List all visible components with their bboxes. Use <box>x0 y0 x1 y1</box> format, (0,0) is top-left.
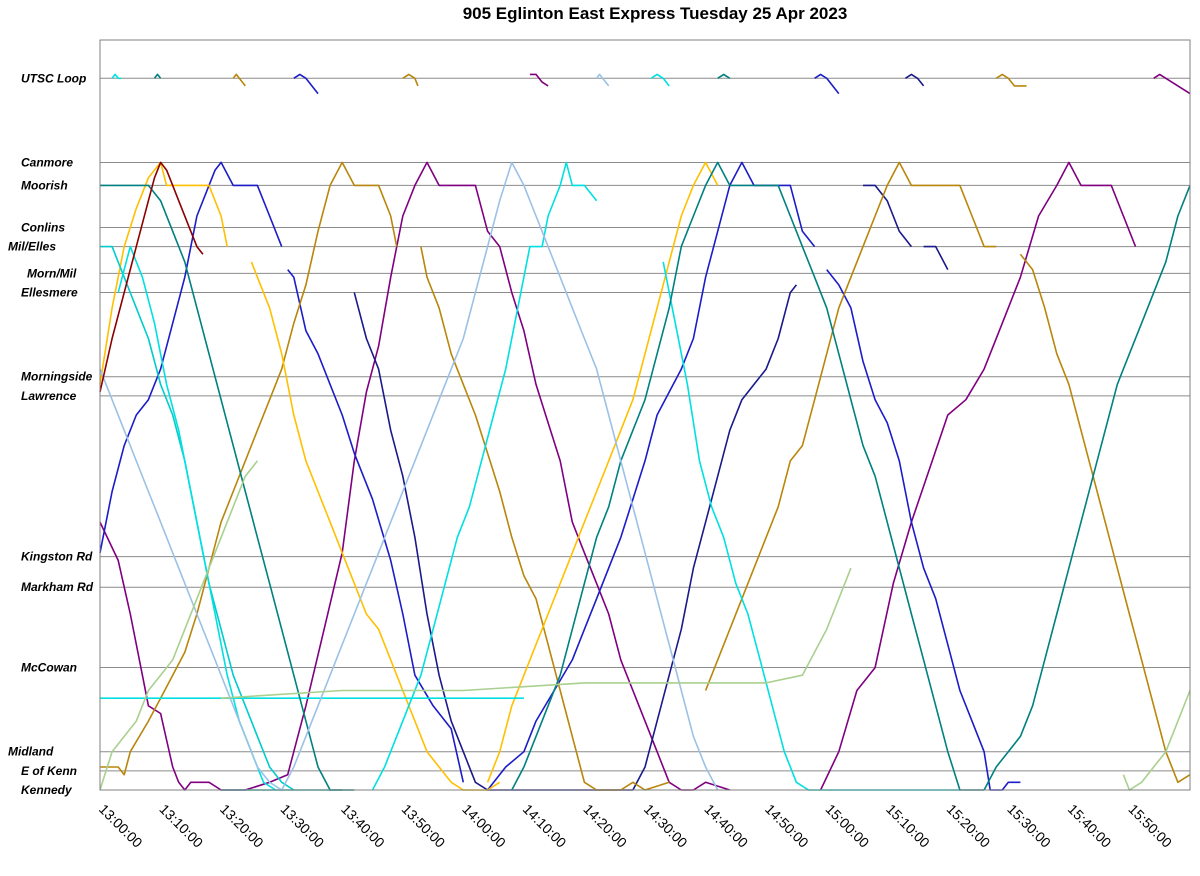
trip-line <box>250 261 501 791</box>
stop-label: Kingston Rd <box>21 550 93 564</box>
x-tick-label: 14:50:00 <box>762 801 812 851</box>
trip-line <box>529 73 549 87</box>
stop-label: McCowan <box>21 661 77 675</box>
x-tick-label: 13:20:00 <box>217 801 267 851</box>
trip-line <box>99 460 259 791</box>
stop-label: Markham Rd <box>21 580 94 594</box>
trip-line <box>99 161 283 553</box>
stop-label: Lawrence <box>21 389 77 403</box>
x-tick-label: 14:10:00 <box>520 801 570 851</box>
trip-line <box>99 368 283 791</box>
stop-label: Conlins <box>21 221 65 235</box>
stop-label: Canmore <box>21 155 73 169</box>
trip-line <box>99 161 228 385</box>
stop-label: Kennedy <box>21 783 73 797</box>
trip-line <box>995 73 1027 87</box>
stop-label: UTSC Loop <box>21 71 86 85</box>
stop-label: Morn/Mil <box>27 266 77 280</box>
x-tick-label: 14:40:00 <box>701 801 751 851</box>
trip-line <box>662 261 960 791</box>
trip-line <box>486 161 816 791</box>
x-tick-label: 14:00:00 <box>459 801 509 851</box>
time-tick-labels: 13:00:00 13:10:00 13:20:00 13:30:00 13:40:00… <box>96 801 1175 851</box>
trip-line <box>99 161 731 791</box>
plot-frame <box>99 39 1191 791</box>
stop-label: Midland <box>8 745 54 759</box>
trip-line <box>371 161 598 791</box>
trip-line <box>99 161 204 393</box>
x-tick-label: 15:00:00 <box>823 801 873 851</box>
x-tick-label: 13:50:00 <box>399 801 449 851</box>
stop-labels: UTSC Loop Canmore Moorish Conlins Mil/Elles M… <box>8 71 94 797</box>
trip-line <box>1153 73 1191 95</box>
x-tick-label: 13:00:00 <box>96 801 146 851</box>
x-tick-label: 14:20:00 <box>580 801 630 851</box>
trip-line <box>650 73 670 87</box>
x-tick-label: 13:10:00 <box>156 801 206 851</box>
trip-line <box>353 292 633 791</box>
trip-line <box>221 567 852 699</box>
trip-line <box>632 284 798 791</box>
trip-line <box>826 269 1021 791</box>
series-lines <box>99 73 1191 791</box>
x-tick-label: 15:30:00 <box>1004 801 1054 851</box>
trip-line <box>863 184 913 248</box>
trip-line <box>923 245 949 270</box>
x-tick-label: 15:20:00 <box>944 801 994 851</box>
x-tick-label: 15:10:00 <box>883 801 933 851</box>
stop-label: Ellesmere <box>21 286 78 300</box>
trip-line <box>1122 690 1191 791</box>
stop-label: Mil/Elles <box>8 240 56 254</box>
trip-line <box>420 246 670 791</box>
trip-line <box>717 73 731 79</box>
x-tick-label: 14:30:00 <box>641 801 691 851</box>
trip-line <box>819 161 1137 791</box>
stop-label: E of Kenn <box>21 764 77 778</box>
trip-line <box>595 73 610 87</box>
trip-line <box>704 161 997 691</box>
x-tick-label: 13:30:00 <box>278 801 328 851</box>
trip-line <box>280 161 719 791</box>
chart-title: 905 Eglinton East Express Tuesday 25 Apr… <box>462 4 848 23</box>
trip-line <box>814 73 840 95</box>
trip-line <box>100 161 398 776</box>
trip-line <box>983 185 1191 791</box>
trip-line <box>293 73 319 95</box>
stop-label: Moorish <box>21 178 68 192</box>
trip-line <box>100 184 355 791</box>
stop-label: Morningside <box>21 370 93 384</box>
x-tick-label: 13:40:00 <box>338 801 388 851</box>
trip-line <box>1019 253 1191 784</box>
trip-line <box>153 73 162 79</box>
trip-line <box>904 73 925 87</box>
trip-line <box>287 269 465 783</box>
trip-line <box>511 161 985 791</box>
trip-line <box>111 73 122 80</box>
trip-line <box>232 73 246 87</box>
trip-line <box>402 73 419 87</box>
x-tick-label: 15:40:00 <box>1065 801 1115 851</box>
trip-line <box>486 161 719 783</box>
x-tick-label: 15:50:00 <box>1125 801 1175 851</box>
